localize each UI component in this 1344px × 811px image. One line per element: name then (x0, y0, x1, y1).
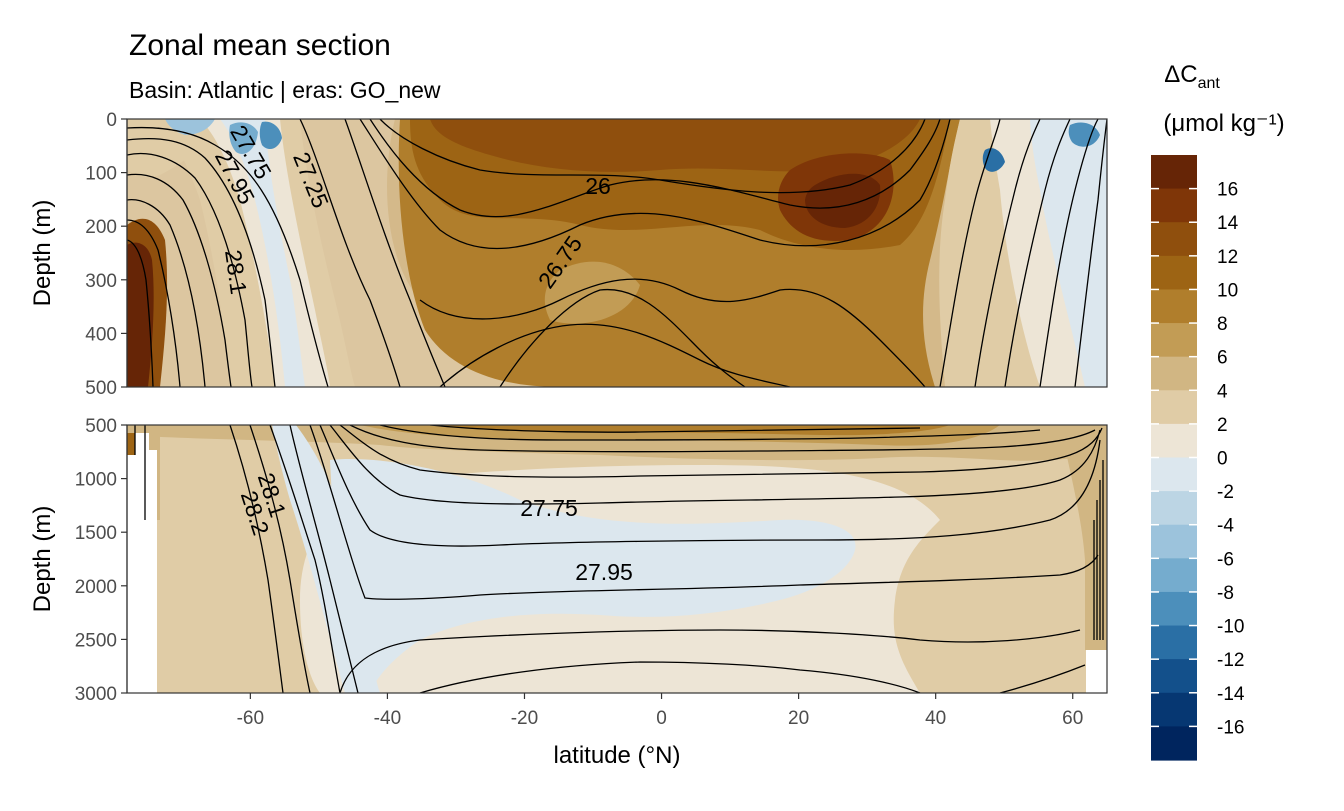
x-tick-label: 20 (788, 708, 809, 729)
y-tick-label: 1000 (75, 470, 117, 491)
legend-break-label: -12 (1217, 650, 1244, 671)
y-tick-label: 3000 (75, 684, 117, 705)
legend-title: ΔCant (1164, 61, 1220, 92)
legend-swatch (1151, 323, 1197, 358)
y-tick-label: 2000 (75, 577, 117, 598)
legend-swatch (1151, 659, 1197, 694)
legend-break-label: 2 (1217, 415, 1228, 436)
y-axis-label-top: Depth (m) (29, 200, 56, 307)
legend-swatch (1151, 155, 1197, 190)
legend-swatch (1151, 491, 1197, 526)
contour-label: 27.75 (520, 495, 578, 521)
panel-bottom (126, 424, 1108, 694)
legend-swatch (1151, 289, 1197, 324)
x-tick-label: 60 (1062, 708, 1083, 729)
y-tick-label: 0 (106, 110, 117, 131)
x-tick-label: -60 (237, 708, 264, 729)
legend-swatch (1151, 222, 1197, 257)
legend-swatch (1151, 524, 1197, 559)
x-tick-label: -20 (511, 708, 538, 729)
legend-break-label: 10 (1217, 280, 1238, 301)
legend-break-label: -16 (1217, 717, 1244, 738)
legend-swatch (1151, 591, 1197, 627)
x-axis-label: latitude (°N) (554, 742, 681, 769)
legend-break-label: 12 (1217, 247, 1238, 268)
legend-break-label: 14 (1217, 213, 1239, 234)
legend-swatch (1151, 255, 1197, 291)
chart-subtitle: Basin: Atlantic | eras: GO_new (129, 77, 441, 103)
chart-title: Zonal mean section (129, 29, 391, 62)
x-tick-label: 40 (925, 708, 946, 729)
panel-top (126, 118, 1108, 388)
y-tick-label: 2500 (75, 630, 117, 651)
legend: ΔCant (μmol kg⁻¹) 16 14 12 10 8 6 4 2 0 -2 -4 -6 -8 -… (1151, 61, 1285, 761)
legend-break-label: -6 (1217, 549, 1234, 570)
contour-label: 27.95 (575, 559, 633, 585)
legend-swatch (1151, 356, 1197, 391)
legend-break-label: 6 (1217, 348, 1228, 369)
y-tick-label: 500 (85, 416, 117, 437)
legend-swatch (1151, 726, 1197, 761)
axes: -60 -40 -20 0 20 40 60 0 100 200 300 400 500 500 1000 1… (75, 110, 1084, 729)
y-tick-label: 500 (85, 378, 117, 399)
legend-break-label: 16 (1217, 180, 1238, 201)
y-axis-label-bottom: Depth (m) (29, 506, 56, 613)
legend-break-label: 4 (1217, 381, 1228, 402)
legend-break-label: -14 (1217, 684, 1245, 705)
legend-swatch (1151, 625, 1197, 660)
legend-break-label: -10 (1217, 617, 1244, 638)
legend-swatch (1151, 423, 1197, 459)
contour-label: 26 (585, 173, 611, 199)
legend-swatch (1151, 188, 1197, 223)
y-tick-label: 100 (85, 164, 117, 185)
legend-swatch (1151, 558, 1197, 593)
legend-break-label: -2 (1217, 482, 1234, 503)
y-tick-label: 1500 (75, 523, 117, 544)
legend-swatch (1151, 692, 1197, 727)
legend-break-label: 0 (1217, 449, 1228, 470)
legend-break-label: -4 (1217, 516, 1234, 537)
contour-label: 28.1 (220, 248, 252, 296)
x-tick-label: 0 (656, 708, 667, 729)
legend-swatch (1151, 457, 1197, 492)
legend-unit: (μmol kg⁻¹) (1163, 110, 1284, 137)
y-tick-label: 200 (85, 217, 117, 238)
legend-swatch (1151, 390, 1197, 425)
y-tick-label: 300 (85, 271, 117, 292)
legend-break-label: -8 (1217, 583, 1234, 604)
x-tick-label: -40 (374, 708, 401, 729)
y-tick-label: 400 (85, 324, 117, 345)
legend-break-label: 8 (1217, 314, 1228, 335)
